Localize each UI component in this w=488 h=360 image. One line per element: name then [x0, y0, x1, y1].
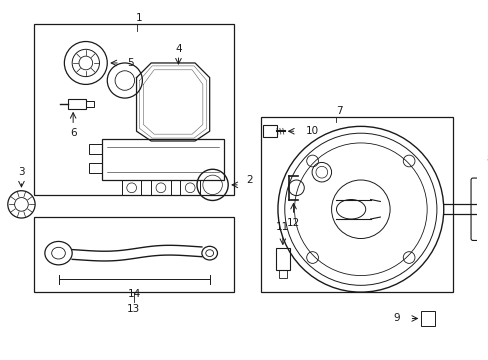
Text: 1: 1: [136, 13, 142, 23]
Text: 6: 6: [70, 128, 76, 138]
Bar: [88, 163, 102, 173]
Text: 10: 10: [305, 126, 319, 136]
Text: 3: 3: [18, 167, 25, 177]
Text: 7: 7: [335, 106, 342, 116]
Bar: [88, 144, 102, 154]
Text: 8: 8: [485, 154, 488, 163]
Text: 12: 12: [286, 218, 300, 228]
Bar: [263, 125, 276, 137]
Bar: [180, 180, 200, 195]
Circle shape: [64, 41, 107, 85]
Text: 9: 9: [392, 314, 399, 324]
Bar: [86, 101, 93, 107]
Text: 13: 13: [127, 304, 140, 314]
Text: 4: 4: [175, 44, 182, 54]
Bar: [275, 248, 289, 270]
Text: 11: 11: [276, 222, 289, 232]
Bar: [34, 217, 234, 292]
Bar: [261, 117, 452, 292]
Bar: [278, 270, 286, 278]
Bar: [122, 180, 141, 195]
Bar: [421, 311, 434, 326]
Bar: [151, 180, 170, 195]
Bar: [68, 99, 86, 109]
Bar: [34, 24, 234, 195]
Bar: [102, 139, 224, 180]
Text: 14: 14: [127, 289, 141, 299]
Text: 5: 5: [126, 58, 133, 68]
Text: 2: 2: [246, 175, 253, 185]
